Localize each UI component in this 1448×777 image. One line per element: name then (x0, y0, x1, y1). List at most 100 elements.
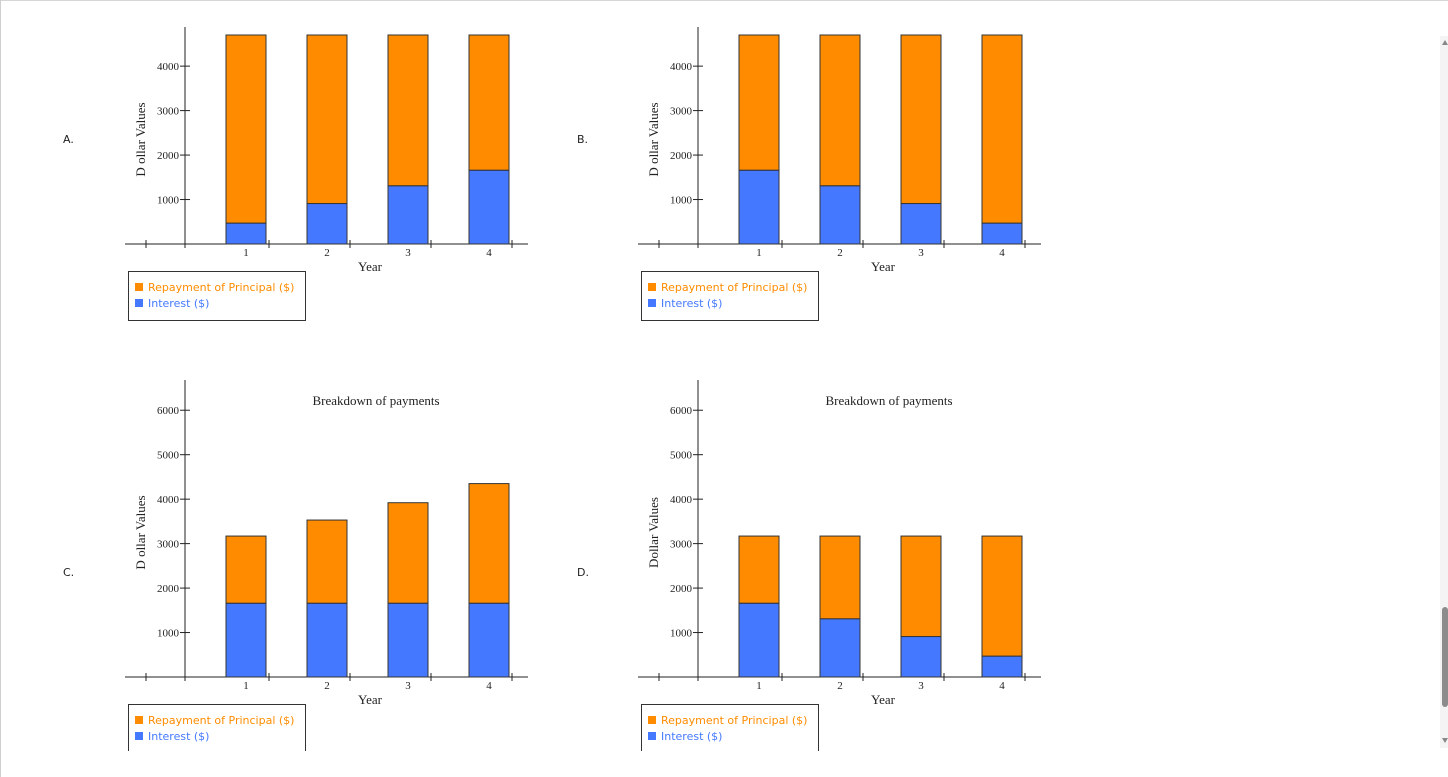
y-tick-label: 6000 (157, 405, 180, 417)
option-b-label[interactable]: B. (577, 133, 589, 146)
y-tick-label: 2000 (670, 583, 693, 595)
y-tick-label: 4000 (157, 61, 180, 73)
x-axis-label: Year (358, 692, 383, 707)
y-tick-label: 4000 (670, 494, 693, 506)
y-tick-label: 2000 (670, 150, 693, 162)
legend-label-principal: Repayment of Principal ($) (661, 280, 808, 294)
y-axis-label: D ollar Values (133, 102, 148, 176)
legend-label-principal: Repayment of Principal ($) (148, 280, 295, 294)
bar-principal (387, 34, 429, 187)
legend-label-principal: Repayment of Principal ($) (148, 713, 295, 727)
option-a-label[interactable]: A. (63, 133, 74, 146)
bar-principal (738, 535, 780, 604)
scroll-down-arrow-icon[interactable] (1442, 738, 1448, 743)
chart-b-legend: Repayment of Principal ($) Interest ($) (641, 271, 819, 321)
bar-interest (738, 602, 780, 678)
y-tick-label: 6000 (670, 405, 693, 417)
chart-a-svg: 1000 2000 3000 4000 1 2 3 4 Year D ollar Values (125, 27, 528, 274)
scrollbar-track[interactable] (1440, 36, 1448, 748)
y-tick-label: 5000 (670, 450, 693, 462)
option-c-label[interactable]: C. (63, 566, 75, 579)
bar-principal (387, 502, 429, 604)
legend-swatch-principal (648, 716, 656, 724)
y-axis-label: Dollar Values (646, 497, 661, 568)
bar-principal (981, 34, 1023, 224)
chart-title: Breakdown of payments (312, 393, 439, 408)
x-tick-label: 1 (243, 680, 249, 692)
y-tick-label: 5000 (157, 450, 180, 462)
bar-interest (981, 655, 1023, 678)
bar-interest (738, 169, 780, 245)
bar-interest (900, 636, 942, 678)
y-tick-label: 4000 (670, 61, 693, 73)
bar-principal (819, 34, 861, 187)
legend-swatch-interest (135, 732, 143, 740)
scrollbar-thumb[interactable] (1442, 607, 1448, 707)
bar-principal (306, 519, 348, 604)
x-tick-label: 3 (405, 247, 411, 259)
legend-label-interest: Interest ($) (148, 296, 210, 310)
x-tick-label: 1 (243, 247, 249, 259)
legend-item-interest: Interest ($) (135, 728, 305, 744)
chart-a-legend: Repayment of Principal ($) Interest ($) (128, 271, 306, 321)
legend-item-interest: Interest ($) (648, 295, 818, 311)
legend-swatch-principal (135, 283, 143, 291)
y-tick-label: 3000 (670, 106, 693, 118)
bar-interest (225, 602, 267, 678)
bar-interest (468, 602, 510, 678)
x-tick-label: 4 (486, 247, 492, 259)
legend-swatch-principal (135, 716, 143, 724)
scroll-up-arrow-icon[interactable] (1442, 40, 1448, 45)
chart-c-svg: 1000 2000 3000 4000 5000 6000 1 2 3 4 Year D ollar … (125, 380, 528, 707)
y-tick-label: 1000 (157, 195, 180, 207)
y-tick-label: 2000 (157, 150, 180, 162)
x-tick-label: 3 (918, 247, 924, 259)
bar-interest (468, 169, 510, 245)
bar-interest (819, 185, 861, 245)
bar-interest (819, 618, 861, 678)
bar-principal (225, 535, 267, 604)
top-border (0, 0, 1448, 1)
x-axis-label: Year (871, 692, 896, 707)
left-border (0, 0, 1, 777)
x-axis-label: Year (871, 259, 896, 274)
chart-c-legend: Repayment of Principal ($) Interest ($) (128, 704, 306, 751)
chart-b-svg: 1000 2000 3000 4000 1 2 3 4 Year D ollar Values (638, 27, 1041, 274)
legend-item-interest: Interest ($) (648, 728, 818, 744)
y-tick-label: 1000 (670, 195, 693, 207)
option-d-label[interactable]: D. (577, 566, 589, 579)
bar-principal (819, 535, 861, 620)
x-tick-label: 3 (405, 680, 411, 692)
x-tick-label: 3 (918, 680, 924, 692)
y-axis-label: D ollar Values (133, 495, 148, 569)
chart-d: 1000 2000 3000 4000 5000 6000 1 2 3 4 Year Dollar V… (623, 380, 1063, 751)
legend-label-interest: Interest ($) (661, 729, 723, 743)
y-tick-label: 3000 (157, 106, 180, 118)
bar-principal (900, 34, 942, 205)
x-tick-label: 4 (999, 247, 1005, 259)
y-axis-label: D ollar Values (646, 102, 661, 176)
x-tick-label: 2 (837, 680, 843, 692)
bar-principal (468, 483, 510, 604)
legend-item-principal: Repayment of Principal ($) (648, 712, 818, 728)
y-tick-label: 1000 (670, 628, 693, 640)
bar-principal (306, 34, 348, 205)
bar-principal (981, 535, 1023, 657)
bar-principal (738, 34, 780, 171)
legend-swatch-interest (648, 732, 656, 740)
bar-interest (900, 203, 942, 245)
x-tick-label: 4 (486, 680, 492, 692)
legend-item-interest: Interest ($) (135, 295, 305, 311)
bar-interest (981, 222, 1023, 245)
y-tick-label: 4000 (157, 494, 180, 506)
x-tick-label: 1 (756, 247, 762, 259)
bar-interest (306, 203, 348, 245)
bar-principal (225, 34, 267, 224)
y-tick-label: 1000 (157, 628, 180, 640)
bar-interest (306, 602, 348, 678)
legend-swatch-interest (135, 299, 143, 307)
bar-interest (225, 222, 267, 245)
chart-c: 1000 2000 3000 4000 5000 6000 1 2 3 4 Year D ollar … (110, 380, 550, 751)
x-tick-label: 2 (837, 247, 843, 259)
bar-interest (387, 185, 429, 245)
